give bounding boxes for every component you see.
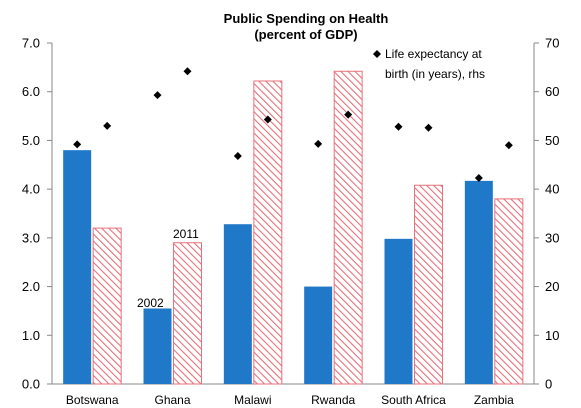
bar-2002-zambia bbox=[464, 180, 493, 384]
category-labels: Botswana Ghana Malawi Rwanda South Africa Zam… bbox=[66, 393, 514, 407]
marker-2002 bbox=[314, 139, 323, 148]
category-label: Zambia bbox=[474, 393, 514, 407]
right-tick-label: 50 bbox=[545, 133, 559, 148]
right-tick-label: 20 bbox=[545, 279, 559, 294]
bars-group bbox=[63, 70, 524, 385]
bar-2011-rwanda bbox=[333, 70, 363, 385]
bar-2011-ghana bbox=[173, 242, 202, 385]
right-tick-label: 40 bbox=[545, 182, 559, 197]
left-tick-label: 6.0 bbox=[22, 84, 40, 99]
marker-2011 bbox=[424, 123, 433, 132]
bar-2011-botswana bbox=[92, 227, 122, 385]
left-y-axis: 0.0 1.0 2.0 3.0 4.0 5.0 6.0 7.0 bbox=[22, 36, 534, 392]
bar-2002-malawi bbox=[223, 224, 252, 384]
bar-2002-botswana bbox=[63, 150, 92, 384]
annotation-2011: 2011 bbox=[173, 227, 199, 241]
marker-2011 bbox=[263, 115, 272, 124]
left-tick-label: 2.0 bbox=[22, 279, 40, 294]
marker-2002 bbox=[73, 140, 82, 149]
marker-2011 bbox=[344, 110, 353, 119]
bar-2011-zambia bbox=[494, 198, 524, 385]
chart-title: Public Spending on Health bbox=[224, 11, 389, 26]
left-tick-label: 0.0 bbox=[22, 377, 40, 392]
category-label: Malawi bbox=[234, 393, 271, 407]
marker-2011 bbox=[504, 141, 513, 150]
marker-2011 bbox=[103, 121, 112, 130]
bar-2002-ghana bbox=[143, 308, 172, 384]
left-tick-label: 4.0 bbox=[22, 182, 40, 197]
right-tick-label: 0 bbox=[545, 377, 552, 392]
right-tick-label: 60 bbox=[545, 84, 559, 99]
bar-2011-malawi bbox=[253, 80, 283, 385]
marker-2002 bbox=[233, 152, 242, 161]
left-tick-label: 1.0 bbox=[22, 328, 40, 343]
right-y-axis: 0 10 20 30 40 50 60 70 bbox=[533, 36, 559, 392]
category-label: Botswana bbox=[66, 393, 119, 407]
category-label: Rwanda bbox=[311, 393, 355, 407]
life-expectancy-markers bbox=[73, 67, 513, 182]
category-label: Ghana bbox=[154, 393, 190, 407]
marker-2002 bbox=[153, 91, 162, 100]
legend-label-line1: Life expectancy at bbox=[385, 47, 482, 61]
legend-diamond-icon bbox=[373, 50, 381, 58]
legend-label-line2: birth (in years), rhs bbox=[385, 67, 485, 81]
category-label: South Africa bbox=[381, 393, 446, 407]
legend: Life expectancy at birth (in years), rhs bbox=[373, 47, 485, 81]
bar-2011-south-africa bbox=[414, 184, 443, 385]
left-tick-label: 7.0 bbox=[22, 36, 40, 51]
marker-2011 bbox=[183, 67, 192, 76]
left-tick-label: 5.0 bbox=[22, 133, 40, 148]
marker-2002 bbox=[394, 122, 403, 131]
left-tick-label: 3.0 bbox=[22, 230, 40, 245]
right-tick-label: 10 bbox=[545, 328, 559, 343]
bar-2002-rwanda bbox=[304, 286, 333, 384]
right-tick-label: 70 bbox=[545, 36, 559, 51]
bar-2002-south-africa bbox=[384, 238, 413, 384]
marker-2002 bbox=[474, 173, 483, 182]
chart-subtitle: (percent of GDP) bbox=[254, 27, 357, 42]
right-tick-label: 30 bbox=[545, 230, 559, 245]
annotation-2002: 2002 bbox=[137, 296, 164, 310]
